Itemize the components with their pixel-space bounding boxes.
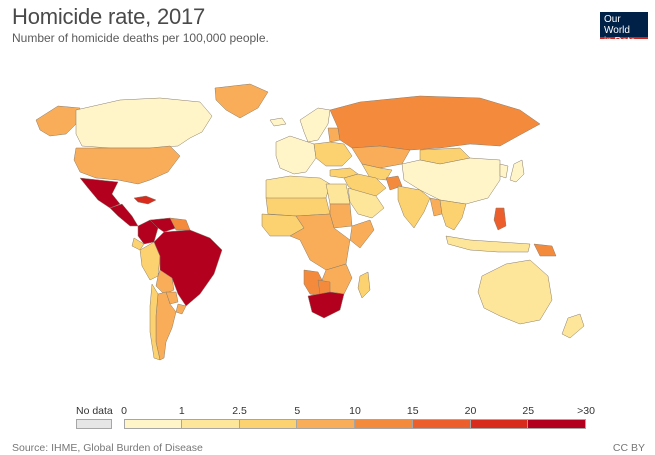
region-chile[interactable]	[149, 283, 161, 361]
region-western-europe[interactable]	[275, 135, 317, 175]
logo-line-1: Our World	[604, 14, 630, 36]
region-uruguay[interactable]	[175, 303, 187, 315]
region-caribbean[interactable]	[133, 195, 157, 205]
region-sudan[interactable]	[329, 203, 353, 229]
region-new-zealand[interactable]	[561, 313, 585, 339]
legend-bin[interactable]	[470, 419, 529, 429]
region-madagascar[interactable]	[357, 271, 371, 299]
no-data-label: No data	[76, 405, 113, 417]
region-japan[interactable]	[509, 159, 525, 183]
region-botswana[interactable]	[317, 279, 331, 295]
region-australia[interactable]	[477, 259, 553, 325]
region-mexico[interactable]	[79, 177, 121, 209]
color-legend: No data 0 1 2.5 5 10 15 20 25 >30	[0, 402, 655, 436]
legend-tick-label: 10	[349, 405, 361, 417]
legend-bin[interactable]	[124, 419, 182, 429]
source-note[interactable]: Source: IHME, Global Burden of Disease	[12, 442, 203, 454]
chart-subtitle: Number of homicide deaths per 100,000 pe…	[12, 31, 269, 45]
legend-tick-label: 20	[464, 405, 477, 417]
legend-bin[interactable]	[181, 419, 240, 429]
region-indonesia[interactable]	[445, 235, 531, 253]
legend-bar	[124, 419, 586, 429]
logo-line-2: in Data	[604, 36, 636, 47]
region-korea[interactable]	[499, 163, 509, 179]
region-central-america[interactable]	[109, 203, 139, 227]
legend-tick-label: >30	[577, 405, 595, 417]
region-north-africa[interactable]	[265, 175, 331, 201]
region-united-states[interactable]	[73, 145, 181, 185]
region-bolivia[interactable]	[155, 269, 175, 295]
region-russia[interactable]	[329, 95, 541, 151]
world-map	[0, 80, 655, 380]
region-china[interactable]	[401, 157, 501, 205]
legend-bin[interactable]	[412, 419, 471, 429]
chart-title: Homicide rate, 2017	[12, 4, 206, 29]
legend-tick-label: 1	[178, 405, 185, 417]
region-saudi-arabia[interactable]	[347, 187, 385, 219]
region-scandinavia[interactable]	[299, 107, 331, 143]
legend-tick-label: 2.5	[232, 405, 247, 417]
region-south-africa[interactable]	[307, 291, 345, 319]
region-india[interactable]	[397, 185, 431, 229]
legend-bin[interactable]	[297, 419, 355, 429]
legend-tick-label: 15	[406, 405, 419, 417]
region-greenland[interactable]	[214, 83, 269, 119]
region-eastern-europe[interactable]	[313, 141, 353, 167]
region-central-asia[interactable]	[361, 163, 393, 181]
region-alaska[interactable]	[35, 105, 81, 137]
region-horn-of-africa[interactable]	[349, 219, 375, 249]
region-kazakhstan[interactable]	[351, 145, 411, 169]
legend-bin[interactable]	[239, 419, 298, 429]
legend-bin[interactable]	[355, 419, 413, 429]
region-egypt[interactable]	[325, 183, 351, 205]
region-iceland[interactable]	[269, 117, 287, 127]
legend-tick-label: 0	[121, 405, 127, 417]
legend-bin[interactable]	[528, 419, 586, 429]
no-data-swatch	[76, 419, 112, 429]
legend-tick-label: 5	[294, 405, 301, 417]
region-canada[interactable]	[75, 97, 213, 149]
region-philippines[interactable]	[493, 207, 507, 231]
region-papua-new-guinea[interactable]	[533, 243, 557, 257]
legend-tick-label: 25	[522, 405, 535, 417]
country-shapes	[35, 83, 585, 361]
region-southeast-asia[interactable]	[439, 199, 467, 231]
owid-logo[interactable]: Our World in Data	[600, 12, 648, 47]
license-note[interactable]: CC BY	[612, 442, 645, 454]
region-venezuela[interactable]	[149, 217, 177, 233]
region-sahel[interactable]	[265, 197, 331, 217]
